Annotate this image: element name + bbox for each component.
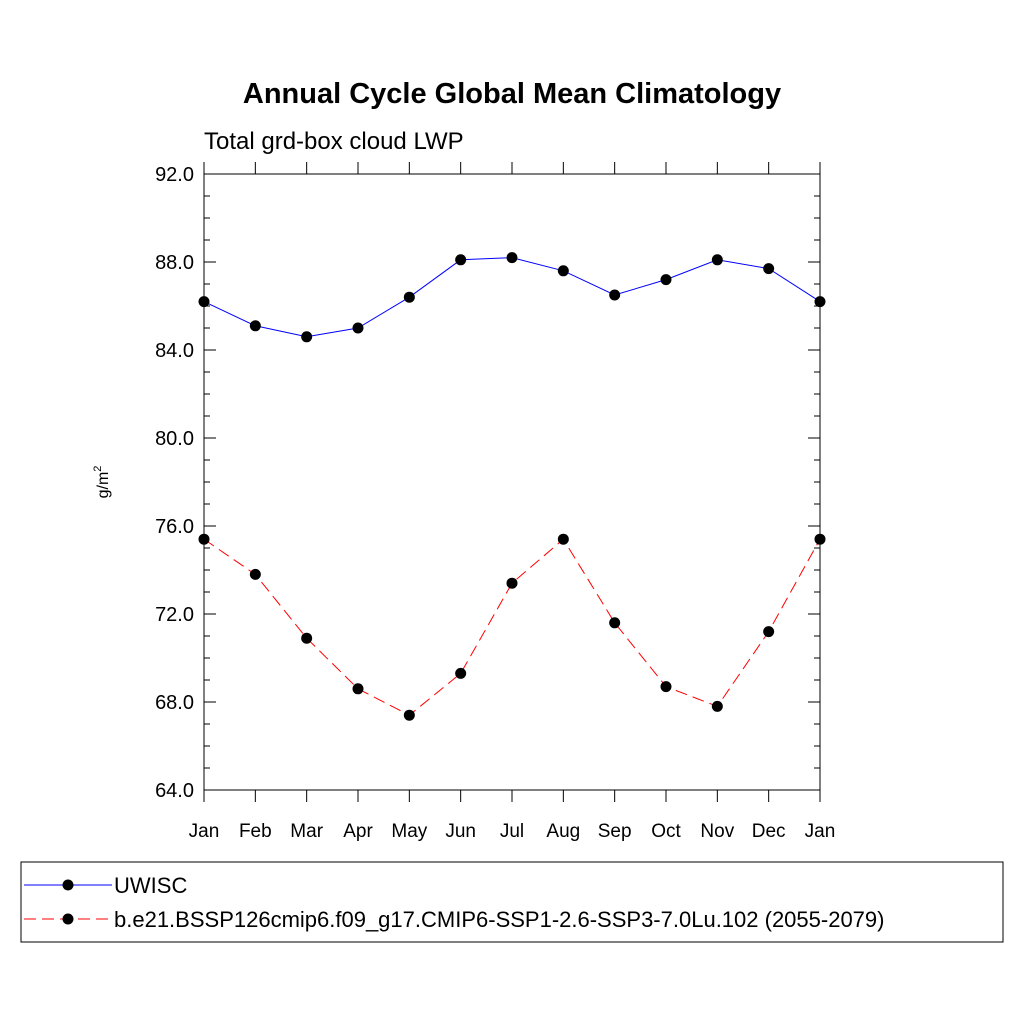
data-point <box>352 322 364 334</box>
x-tick-labels: Jan Feb Mar Apr May Jun Jul Aug Sep Oct Nov Dec Jan <box>189 821 836 842</box>
data-point <box>557 265 569 277</box>
y-tick-label: 84.0 <box>155 340 194 362</box>
x-tick-label: Nov <box>700 821 734 842</box>
y-tick-label: 68.0 <box>155 692 194 714</box>
legend-entry-1: UWISC <box>24 873 187 898</box>
data-point <box>660 681 672 693</box>
series-line <box>203 538 821 716</box>
data-point <box>403 709 415 721</box>
y-axis-label-unit: g/m <box>95 472 112 499</box>
legend-label: b.e21.BSSP126cmip6.f09_g17.CMIP6-SSP1-2.… <box>114 907 884 932</box>
y-axis-label-superscript: 2 <box>92 466 104 472</box>
y-tick-labels: 64.0 68.0 72.0 76.0 80.0 84.0 88.0 92.0 <box>155 164 194 802</box>
data-point <box>711 254 723 266</box>
y-tick-label: 80.0 <box>155 428 194 450</box>
data-point <box>660 274 672 286</box>
data-point <box>249 568 261 580</box>
x-tick-label: May <box>391 821 427 842</box>
data-point <box>198 296 210 308</box>
data-point <box>455 667 467 679</box>
x-tick-label: Jan <box>189 821 220 842</box>
x-tick-label: Sep <box>598 821 632 842</box>
x-tick-label: Jun <box>445 821 476 842</box>
legend-marker <box>62 879 74 891</box>
data-point <box>249 320 261 332</box>
data-point <box>198 533 210 545</box>
data-point <box>711 700 723 712</box>
series-layer <box>198 252 826 721</box>
y-tick-label: 72.0 <box>155 604 194 626</box>
legend-label: UWISC <box>114 873 187 898</box>
y-axis-label: g/m2 <box>92 466 112 499</box>
chart-subtitle: Total grd-box cloud LWP <box>204 128 464 155</box>
y-tick-label: 88.0 <box>155 252 194 274</box>
x-tick-label: Aug <box>546 821 580 842</box>
data-point <box>557 533 569 545</box>
x-tick-label: Mar <box>290 821 323 842</box>
data-point <box>609 617 621 629</box>
legend-box <box>20 861 1004 943</box>
data-point <box>814 533 826 545</box>
series-line <box>203 257 821 338</box>
data-point <box>301 632 313 644</box>
x-tick-label: Oct <box>651 821 681 842</box>
data-point <box>352 683 364 695</box>
legend-entry-2: b.e21.BSSP126cmip6.f09_g17.CMIP6-SSP1-2.… <box>24 907 884 932</box>
legend: UWISC b.e21.BSSP126cmip6.f09_g17.CMIP6-SS… <box>20 861 1004 943</box>
x-tick-label: Jul <box>500 821 524 842</box>
data-point <box>506 577 518 589</box>
axis-ticks <box>203 162 821 802</box>
data-point <box>455 254 467 266</box>
series-1 <box>198 252 826 343</box>
plot-frame <box>203 173 821 791</box>
x-tick-label: Feb <box>239 821 272 842</box>
data-point <box>301 331 313 343</box>
y-tick-label: 64.0 <box>155 780 194 802</box>
data-point <box>609 289 621 301</box>
data-point <box>763 263 775 275</box>
x-tick-label: Jan <box>805 821 836 842</box>
data-point <box>403 291 415 303</box>
y-tick-label: 92.0 <box>155 164 194 186</box>
data-point <box>506 252 518 264</box>
y-tick-label: 76.0 <box>155 516 194 538</box>
chart-title: Annual Cycle Global Mean Climatology <box>243 78 781 110</box>
data-point <box>814 296 826 308</box>
x-tick-label: Apr <box>343 821 373 842</box>
x-tick-label: Dec <box>752 821 786 842</box>
series-2 <box>198 533 826 721</box>
data-point <box>763 626 775 638</box>
legend-marker <box>62 913 74 925</box>
